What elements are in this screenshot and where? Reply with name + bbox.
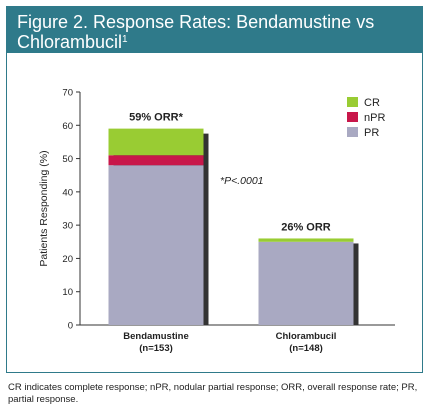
x-category-label: Chlorambucil [276, 331, 337, 342]
bar-segment-pr-bendamustine [108, 165, 204, 325]
y-tick-label: 40 [62, 187, 73, 198]
legend-swatch-pr [347, 127, 358, 137]
y-tick-label: 60 [62, 121, 73, 132]
legend-label-cr: CR [364, 97, 380, 109]
y-tick-label: 20 [62, 254, 73, 265]
legend-swatch-npr [347, 112, 358, 122]
y-tick-label: 50 [62, 154, 73, 165]
y-tick-label: 70 [62, 88, 73, 99]
bar-segment-pr-chlorambucil [258, 241, 354, 325]
figure-title-reference: 1 [122, 34, 128, 45]
y-tick-label: 0 [68, 321, 73, 332]
x-category-label: Bendamustine [123, 331, 188, 342]
figure-title-line1: Figure 2. Response Rates: Bendamustine v… [17, 12, 375, 32]
bar-segment-cr-bendamustine [108, 128, 204, 156]
x-category-sublabel: (n=153) [139, 343, 173, 354]
legend-swatch-cr [347, 97, 358, 107]
legend-label-pr: PR [364, 127, 379, 139]
bar-total-label: 59% ORR* [129, 112, 184, 124]
figure-title-line2: Chlorambucil [17, 32, 123, 52]
figure-frame: Figure 2. Response Rates: Bendamustine v… [6, 6, 423, 373]
bar-segment-npr-bendamustine [108, 155, 204, 166]
y-tick-label: 10 [62, 287, 73, 298]
legend-label-npr: nPR [364, 112, 385, 124]
bar-segment-cr-chlorambucil [258, 238, 354, 242]
significance-annotation: *P<.0001 [220, 175, 264, 187]
y-tick-label: 30 [62, 221, 73, 232]
y-axis-label: Patients Responding (%) [38, 150, 50, 266]
figure-caption: CR indicates complete response; nPR, nod… [8, 382, 418, 405]
bar-total-label: 26% ORR [281, 221, 331, 233]
figure-header: Figure 2. Response Rates: Bendamustine v… [7, 7, 422, 53]
x-category-sublabel: (n=148) [289, 343, 323, 354]
